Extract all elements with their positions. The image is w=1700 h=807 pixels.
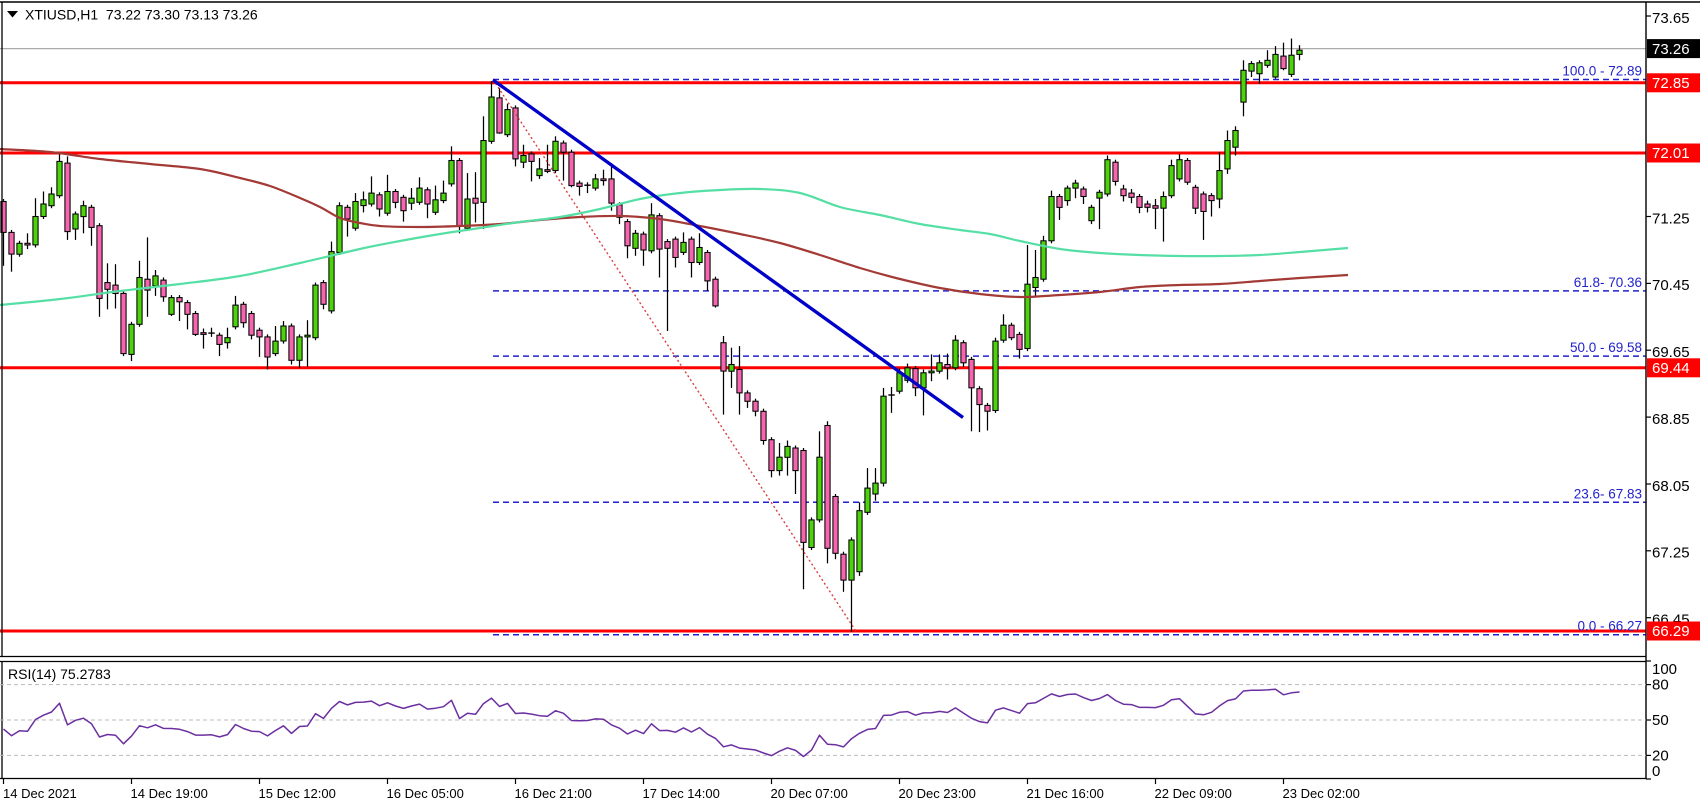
svg-text:72.01: 72.01 [1652, 145, 1690, 162]
svg-text:23 Dec 02:00: 23 Dec 02:00 [1283, 786, 1360, 801]
svg-text:73.65: 73.65 [1652, 10, 1690, 27]
svg-text:69.44: 69.44 [1652, 360, 1690, 377]
svg-text:71.25: 71.25 [1652, 210, 1690, 227]
svg-text:72.85: 72.85 [1652, 75, 1690, 92]
svg-text:21 Dec 16:00: 21 Dec 16:00 [1027, 786, 1104, 801]
svg-text:100.0 - 72.89: 100.0 - 72.89 [1562, 64, 1642, 79]
svg-text:100: 100 [1652, 661, 1677, 678]
svg-text:68.05: 68.05 [1652, 478, 1690, 495]
svg-text:0.0 - 66.27: 0.0 - 66.27 [1577, 619, 1642, 634]
svg-text:67.25: 67.25 [1652, 545, 1690, 562]
svg-text:16 Dec 21:00: 16 Dec 21:00 [515, 786, 592, 801]
svg-text:16 Dec 05:00: 16 Dec 05:00 [387, 786, 464, 801]
svg-text:RSI(14) 75.2783: RSI(14) 75.2783 [8, 666, 111, 682]
svg-text:20 Dec 07:00: 20 Dec 07:00 [771, 786, 848, 801]
svg-text:61.8- 70.36: 61.8- 70.36 [1574, 275, 1642, 290]
svg-text:23.6- 67.83: 23.6- 67.83 [1574, 486, 1642, 501]
svg-text:22 Dec 09:00: 22 Dec 09:00 [1155, 786, 1232, 801]
svg-text:14 Dec 2021: 14 Dec 2021 [3, 786, 77, 801]
svg-text:20: 20 [1652, 747, 1669, 764]
svg-text:69.65: 69.65 [1652, 344, 1690, 361]
svg-text:0: 0 [1652, 763, 1660, 780]
svg-text:20 Dec 23:00: 20 Dec 23:00 [899, 786, 976, 801]
svg-text:73.26: 73.26 [1652, 41, 1690, 58]
svg-text:XTIUSD,H1 73.22 73.30 73.13 7: XTIUSD,H1 73.22 73.30 73.13 73.26 [25, 7, 258, 23]
svg-text:17 Dec 14:00: 17 Dec 14:00 [643, 786, 720, 801]
svg-text:50: 50 [1652, 712, 1669, 729]
svg-text:68.85: 68.85 [1652, 411, 1690, 428]
svg-text:70.45: 70.45 [1652, 277, 1690, 294]
svg-text:66.29: 66.29 [1652, 623, 1690, 640]
svg-text:15 Dec 12:00: 15 Dec 12:00 [259, 786, 336, 801]
svg-text:80: 80 [1652, 677, 1669, 694]
svg-text:50.0 - 69.58: 50.0 - 69.58 [1570, 340, 1642, 355]
svg-text:14 Dec 19:00: 14 Dec 19:00 [131, 786, 208, 801]
